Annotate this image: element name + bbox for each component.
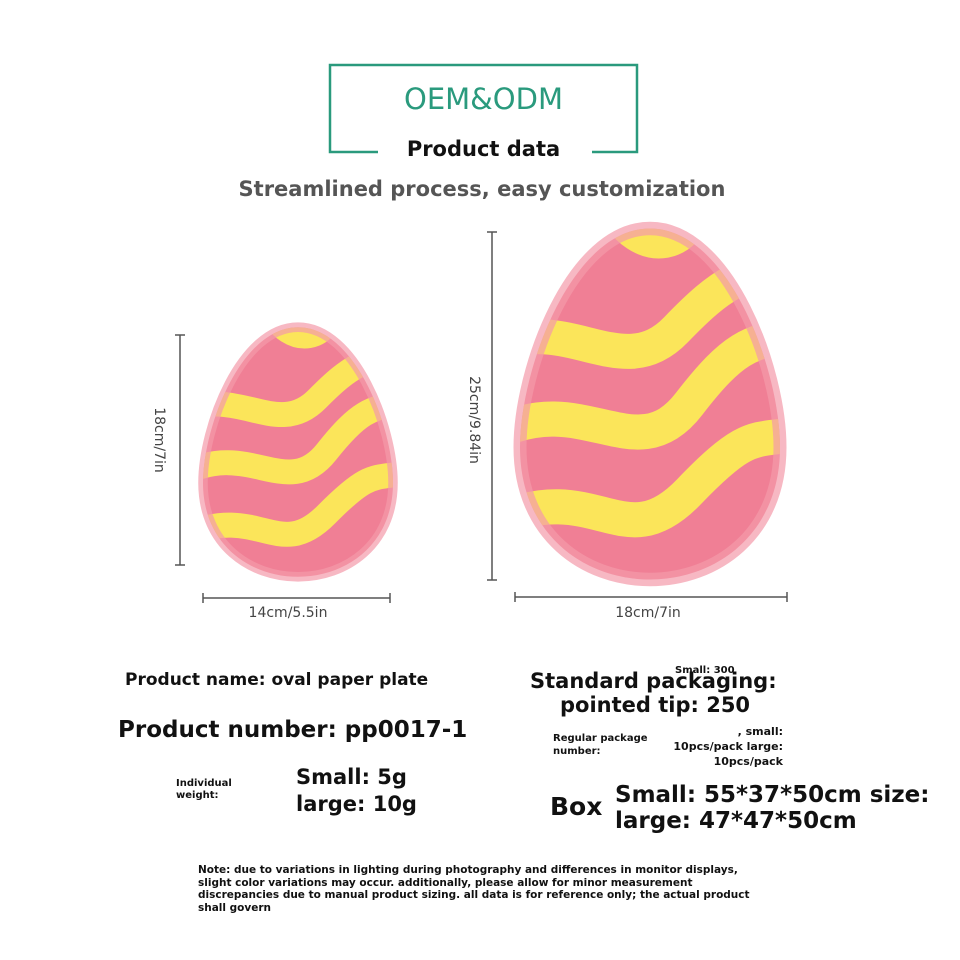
box-large: large: 47*47*50cm bbox=[615, 808, 857, 834]
dimension-lines bbox=[175, 231, 788, 603]
box-label: Box bbox=[550, 792, 603, 821]
regular-value: , small: bbox=[737, 725, 783, 738]
weight-label: Individual weight: bbox=[176, 778, 232, 801]
packaging-label: Standard packaging: bbox=[530, 669, 777, 693]
regular-label: Regular package number: bbox=[553, 733, 648, 757]
small-width: 14cm/5.5in bbox=[249, 605, 328, 621]
weight-small: Small: 5g bbox=[296, 765, 407, 789]
note: Note: due to variations in lighting duri… bbox=[198, 864, 750, 914]
brand: OEM&ODM bbox=[404, 82, 563, 116]
header-frame bbox=[328, 63, 639, 154]
small-plate bbox=[189, 298, 417, 576]
title: Product data bbox=[406, 137, 561, 161]
product-name: Product name: oval paper plate bbox=[125, 670, 429, 690]
box-small: Small: 55*37*50cm size: bbox=[615, 782, 930, 808]
regular-value: 10pcs/pack large: bbox=[673, 740, 783, 753]
subtitle: Streamlined process, easy customization bbox=[238, 177, 726, 201]
packaging-tip: pointed tip: 250 bbox=[560, 693, 751, 717]
weight-large: large: 10g bbox=[296, 792, 417, 816]
large-height: 25cm/9.84in bbox=[466, 376, 482, 464]
regular-value: 10pcs/pack bbox=[713, 755, 783, 768]
large-plate bbox=[501, 188, 813, 580]
small-height: 18cm/7in bbox=[151, 407, 167, 473]
packaging-small: Small: 300 bbox=[675, 665, 735, 676]
product-number: Product number: pp0017-1 bbox=[118, 717, 468, 743]
large-width: 18cm/7in bbox=[615, 605, 681, 621]
